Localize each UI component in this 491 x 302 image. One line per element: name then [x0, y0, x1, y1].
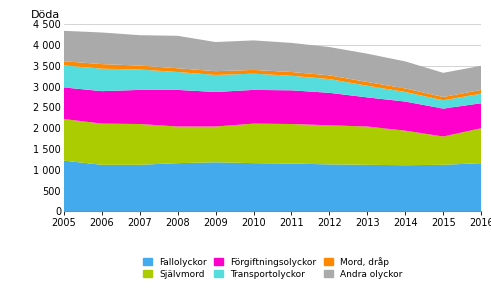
Text: Döda: Döda [30, 10, 60, 21]
Legend: Fallolyckor, Självmord, Förgiftningsolyckor, Transportolyckor, Mord, dråp, Andra: Fallolyckor, Självmord, Förgiftningsolyc… [143, 257, 402, 279]
